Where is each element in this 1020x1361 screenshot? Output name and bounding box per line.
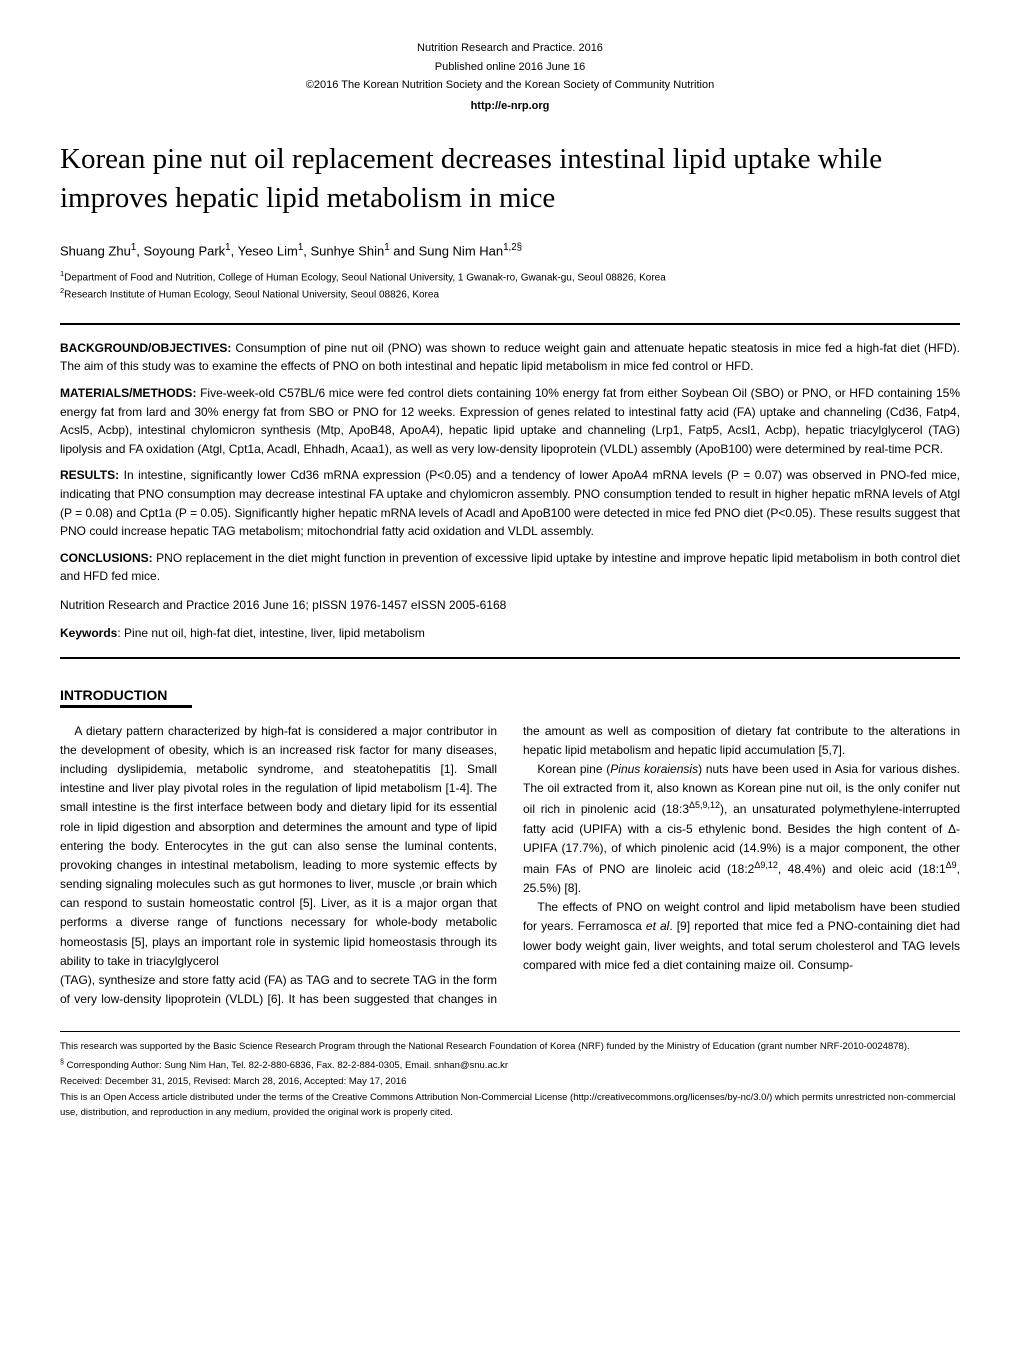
affiliation-1: 1Department of Food and Nutrition, Colle… (60, 268, 960, 285)
abstract-results: RESULTS: In intestine, significantly low… (60, 466, 960, 540)
copyright-line: ©2016 The Korean Nutrition Society and t… (60, 77, 960, 94)
affiliations: 1Department of Food and Nutrition, Colle… (60, 268, 960, 303)
body-text: A dietary pattern characterized by high-… (60, 722, 960, 1010)
conclusions-label: CONCLUSIONS: (60, 551, 153, 565)
abstract-materials: MATERIALS/METHODS: Five-week-old C57BL/6… (60, 384, 960, 458)
footer-notes: This research was supported by the Basic… (60, 1040, 960, 1119)
funding-note: This research was supported by the Basic… (60, 1040, 960, 1054)
published-date: Published online 2016 June 16 (60, 59, 960, 76)
journal-name: Nutrition Research and Practice. 2016 (60, 40, 960, 57)
abstract-conclusions: CONCLUSIONS: PNO replacement in the diet… (60, 549, 960, 586)
affiliation-2: 2Research Institute of Human Ecology, Se… (60, 285, 960, 302)
journal-url: http://e-nrp.org (60, 100, 960, 112)
results-label: RESULTS: (60, 468, 119, 482)
footer-divider (60, 1031, 960, 1032)
abstract-background: BACKGROUND/OBJECTIVES: Consumption of pi… (60, 339, 960, 376)
materials-label: MATERIALS/METHODS: (60, 386, 196, 400)
intro-paragraph-1: A dietary pattern characterized by high-… (60, 722, 497, 971)
intro-paragraph-3: Korean pine (Pinus koraiensis) nuts have… (523, 760, 960, 898)
article-dates: Received: December 31, 2015, Revised: Ma… (60, 1075, 960, 1089)
article-title: Korean pine nut oil replacement decrease… (60, 140, 960, 218)
corresponding-author: § Corresponding Author: Sung Nim Han, Te… (60, 1057, 960, 1073)
introduction-heading: INTRODUCTION (60, 687, 960, 708)
heading-underline (60, 705, 192, 708)
background-label: BACKGROUND/OBJECTIVES: (60, 341, 231, 355)
keywords-line: Keywords: Pine nut oil, high-fat diet, i… (60, 624, 960, 643)
citation-line: Nutrition Research and Practice 2016 Jun… (60, 596, 960, 615)
license-note: This is an Open Access article distribut… (60, 1091, 960, 1120)
intro-paragraph-4: The effects of PNO on weight control and… (523, 898, 960, 975)
author-list: Shuang Zhu1, Soyoung Park1, Yeseo Lim1, … (60, 242, 960, 258)
keywords-label: Keywords (60, 626, 117, 640)
abstract-box: BACKGROUND/OBJECTIVES: Consumption of pi… (60, 323, 960, 659)
